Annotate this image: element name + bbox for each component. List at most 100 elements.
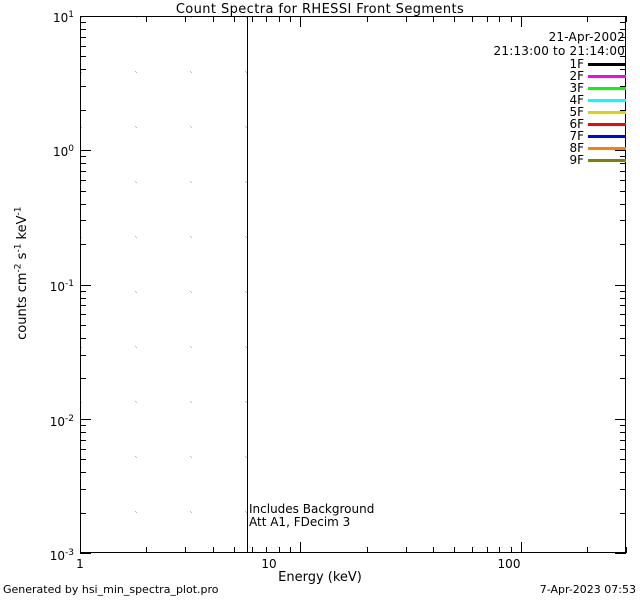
y-minor-tick [80, 244, 86, 245]
legend-color-swatch [588, 158, 626, 162]
legend-item: 8F [430, 141, 626, 155]
y-minor-tick-right [620, 325, 626, 326]
x-minor-tick-top [279, 16, 280, 22]
y-minor-tick-right [620, 204, 626, 205]
x-minor-tick-top [185, 16, 186, 22]
legend-color-swatch [588, 146, 626, 150]
legend-color-swatch [588, 122, 626, 126]
annotation-includes-background: Includes Background [249, 502, 375, 516]
y-minor-tick [80, 338, 86, 339]
y-major-tick [80, 150, 91, 151]
x-minor-tick [511, 547, 512, 553]
x-minor-tick-top [290, 16, 291, 22]
y-minor-tick-right [620, 291, 626, 292]
x-tick-label: 10 [261, 557, 277, 571]
y-minor-tick [80, 69, 86, 70]
y-minor-tick-right [620, 56, 626, 57]
y-minor-tick-right [620, 46, 626, 47]
footer-generator-text: Generated by hsi_min_spectra_plot.pro [3, 583, 219, 596]
x-minor-tick [406, 547, 407, 553]
y-minor-tick [80, 459, 86, 460]
y-minor-tick-right [620, 378, 626, 379]
x-major-tick [80, 542, 81, 553]
x-minor-tick [626, 547, 627, 553]
x-minor-tick-top [487, 16, 488, 22]
y-major-tick-right [615, 150, 626, 151]
y-minor-tick-right [620, 355, 626, 356]
legend-item: 2F [430, 69, 626, 83]
y-minor-tick [80, 449, 86, 450]
y-minor-tick-right [620, 513, 626, 514]
x-minor-tick-top [234, 16, 235, 22]
y-minor-tick [80, 291, 86, 292]
x-minor-tick-top [454, 16, 455, 22]
x-minor-tick [213, 547, 214, 553]
legend-time-interval: 21:13:00 to 21:14:00 [493, 44, 625, 58]
y-minor-tick [80, 163, 86, 164]
x-minor-tick [454, 547, 455, 553]
y-minor-tick [80, 355, 86, 356]
x-major-tick [300, 542, 301, 553]
y-minor-tick [80, 29, 86, 30]
legend-item-label: 1F [569, 57, 584, 71]
x-minor-tick-top [213, 16, 214, 22]
x-minor-tick [252, 547, 253, 553]
y-minor-tick [80, 325, 86, 326]
x-minor-tick-top [587, 16, 588, 22]
y-major-tick-right [615, 419, 626, 420]
y-minor-tick-right [620, 298, 626, 299]
x-minor-tick [487, 547, 488, 553]
y-minor-tick [80, 156, 86, 157]
y-minor-tick [80, 37, 86, 38]
y-minor-tick-right [620, 69, 626, 70]
y-minor-tick-right [620, 425, 626, 426]
y-minor-tick [80, 110, 86, 111]
y-minor-tick-right [620, 156, 626, 157]
y-minor-tick [80, 220, 86, 221]
y-tick-label: 10-3 [49, 548, 74, 563]
y-minor-tick-right [620, 440, 626, 441]
y-minor-tick-right [620, 171, 626, 172]
y-minor-tick-right [620, 305, 626, 306]
y-major-tick [80, 419, 91, 420]
plot-area [80, 16, 626, 553]
y-minor-tick-right [620, 22, 626, 23]
x-minor-tick-top [367, 16, 368, 22]
y-tick-label: 100 [52, 144, 74, 159]
y-minor-tick-right [620, 489, 626, 490]
y-minor-tick-right [620, 472, 626, 473]
y-major-tick [80, 553, 91, 554]
y-minor-tick [80, 513, 86, 514]
y-minor-tick-right [620, 338, 626, 339]
y-minor-tick [80, 378, 86, 379]
x-tick-label: 1 [76, 557, 84, 571]
x-minor-tick [367, 547, 368, 553]
y-minor-tick-right [620, 191, 626, 192]
x-minor-tick-top [626, 16, 627, 22]
legend-item-label: 8F [569, 141, 584, 155]
y-minor-tick [80, 489, 86, 490]
legend-item-label: 5F [569, 105, 584, 119]
legend: 21-Apr-2002 21:13:00 to 21:14:00 1F 2F 3… [430, 30, 626, 167]
y-minor-tick [80, 191, 86, 192]
x-major-tick [521, 542, 522, 553]
x-minor-tick [146, 547, 147, 553]
y-minor-tick [80, 86, 86, 87]
y-major-tick-right [615, 16, 626, 17]
legend-item: 3F [430, 81, 626, 95]
y-major-tick-right [615, 553, 626, 554]
x-minor-tick-top [266, 16, 267, 22]
legend-color-swatch [588, 134, 626, 138]
legend-color-swatch [588, 86, 626, 90]
x-minor-tick-top [146, 16, 147, 22]
x-minor-tick [234, 547, 235, 553]
y-minor-tick-right [620, 163, 626, 164]
legend-item-label: 6F [569, 117, 584, 131]
y-minor-tick-right [620, 244, 626, 245]
y-minor-tick [80, 472, 86, 473]
legend-color-swatch [588, 98, 626, 102]
x-minor-tick-top [511, 16, 512, 22]
x-minor-tick-top [472, 16, 473, 22]
y-minor-tick [80, 432, 86, 433]
